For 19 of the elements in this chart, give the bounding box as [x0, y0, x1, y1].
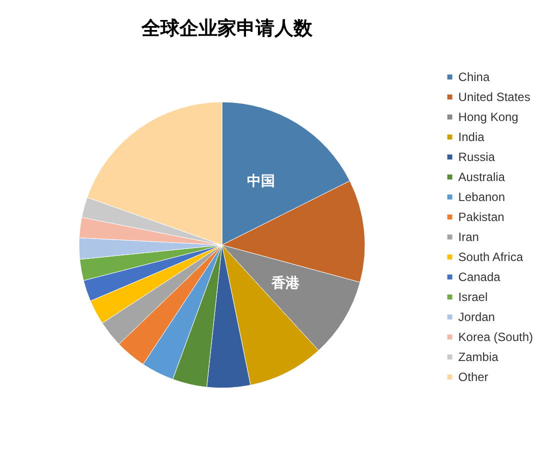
- legend-label: South Africa: [458, 250, 524, 264]
- legend-label: Zambia: [458, 350, 499, 364]
- chart-title: 全球企业家申请人数: [140, 18, 314, 40]
- data-label: 香港: [270, 276, 301, 292]
- legend-label: India: [458, 130, 485, 144]
- legend-label: Russia: [458, 150, 496, 164]
- legend-label: China: [458, 70, 490, 84]
- legend-label: Australia: [458, 170, 506, 184]
- legend-label: Hong Kong: [458, 110, 518, 124]
- legend-label: Jordan: [458, 310, 495, 324]
- legend-label: United States: [458, 90, 530, 104]
- legend-label: Lebanon: [458, 190, 506, 204]
- legend-label: Canada: [458, 270, 501, 284]
- legend-label: Pakistan: [458, 210, 504, 224]
- data-label: 中国: [247, 174, 276, 190]
- legend-label: Israel: [458, 290, 488, 304]
- legend-label: Iran: [458, 230, 479, 244]
- legend-label: Other: [458, 370, 488, 384]
- legend-label: Korea (South): [458, 330, 534, 344]
